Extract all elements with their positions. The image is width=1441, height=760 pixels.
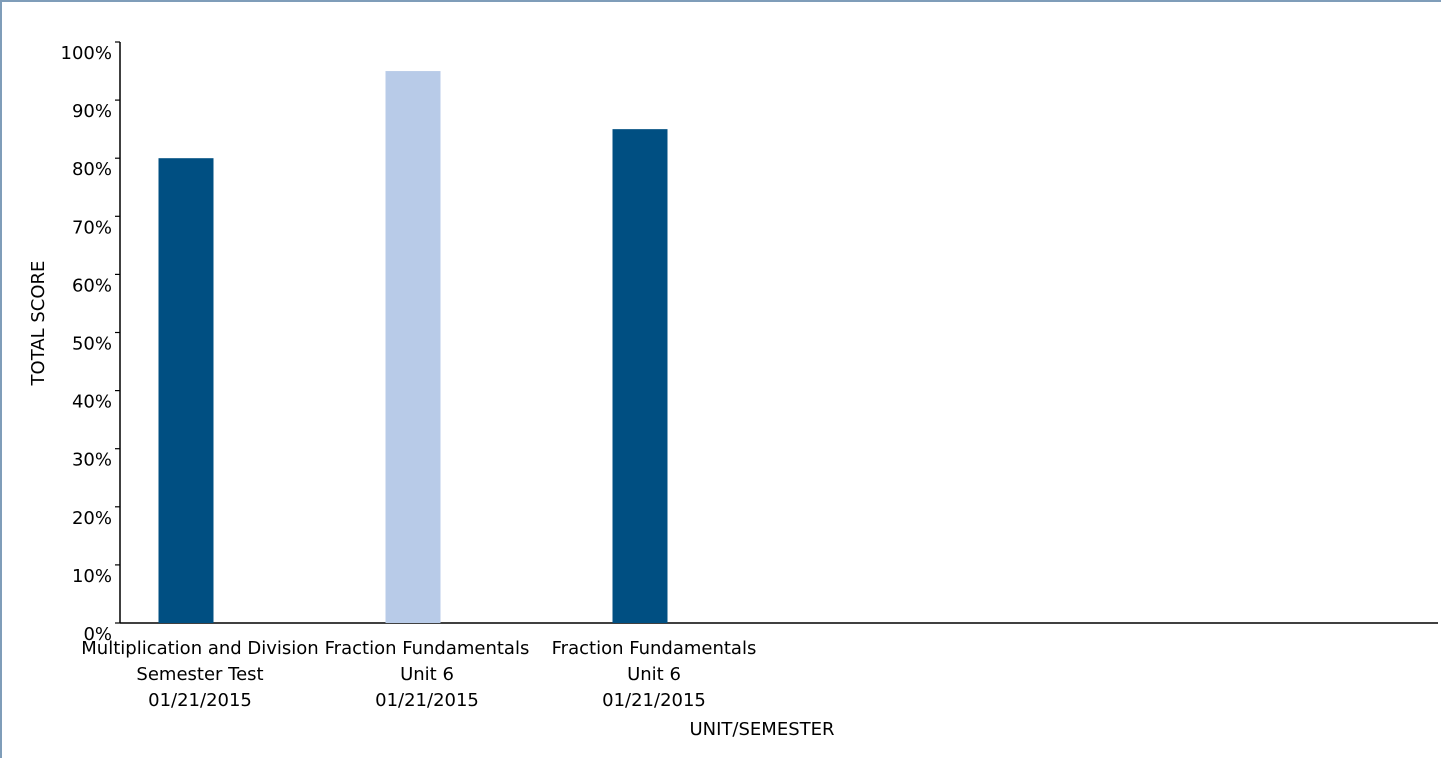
y-axis-title: TOTAL SCORE (28, 261, 49, 387)
y-tick-label: 90% (72, 101, 112, 122)
x-category-label: Fraction Fundamentals (325, 638, 530, 659)
x-category-label: Semester Test (136, 664, 263, 685)
y-tick-label: 80% (72, 159, 112, 180)
y-tick-label: 20% (72, 508, 112, 529)
y-tick-label: 60% (72, 275, 112, 296)
bar (158, 158, 214, 623)
x-category-label: Unit 6 (400, 664, 454, 685)
y-tick-label: 40% (72, 392, 112, 413)
x-category-label: Unit 6 (627, 664, 681, 685)
y-tick-label: 70% (72, 217, 112, 238)
y-axis: 0% 10% 20% 30% 40% 50% 60% 70% 80% 90% 100% (61, 41, 121, 645)
bars (158, 71, 668, 624)
y-tick-label: 0% (83, 624, 112, 645)
y-tick-label: 10% (72, 566, 112, 587)
y-tick-label: 50% (72, 334, 112, 355)
bar (612, 129, 668, 623)
category-labels: Multiplication and Division Semester Test… (81, 638, 756, 711)
bar (385, 71, 441, 624)
x-axis-title: UNIT/SEMESTER (689, 719, 834, 740)
y-tick-label: 30% (72, 450, 112, 471)
x-category-label: Fraction Fundamentals (552, 638, 757, 659)
x-category-label: 01/21/2015 (375, 690, 479, 711)
x-category-label: 01/21/2015 (602, 690, 706, 711)
x-category-label: Multiplication and Division (81, 638, 318, 659)
y-tick-label: 100% (61, 43, 112, 64)
x-category-label: 01/21/2015 (148, 690, 252, 711)
